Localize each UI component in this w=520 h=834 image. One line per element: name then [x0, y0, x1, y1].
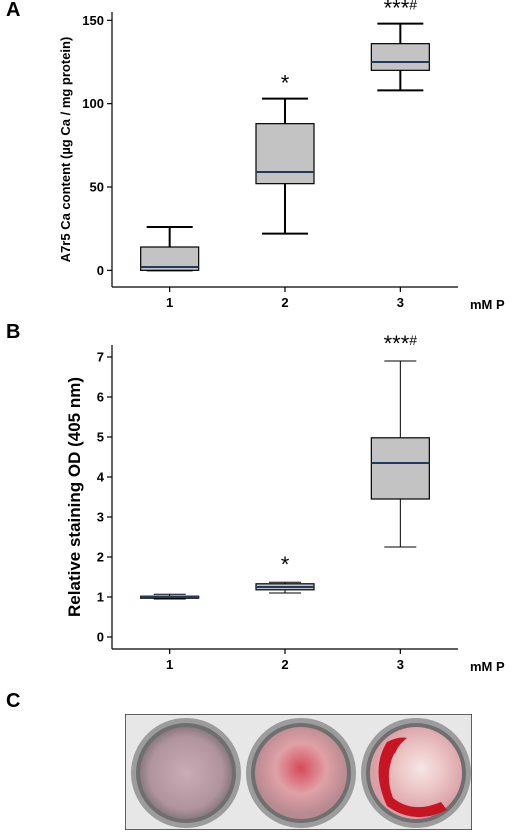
panel-b-letter: B [6, 321, 21, 343]
box-iqr [255, 123, 315, 185]
y-tick-label: 1 [97, 590, 104, 605]
y-tick-label: 2 [97, 550, 104, 565]
box-group-2 [255, 581, 315, 594]
x-axis-unit-label: mM P [470, 297, 505, 310]
chart-b: 0 1 2 3 4 5 6 7 1 2 3 mM P Relative staining OD (405… [65, 331, 505, 674]
panel-c-letter: C [6, 690, 21, 712]
well-1 [131, 718, 241, 828]
well-3 [361, 718, 471, 828]
box-iqr [370, 43, 430, 71]
box-group-3 [370, 360, 430, 548]
chart-a: 0 50 100 150 1 2 3 mM P A7r5 Ca content (µg Ca /… [58, 0, 505, 310]
x-tick-label: 1 [166, 657, 173, 672]
box-iqr [370, 437, 430, 500]
y-tick-label: 150 [82, 13, 104, 28]
significance-stars: * [281, 552, 290, 577]
well-2 [246, 718, 356, 828]
y-tick-label: 0 [97, 630, 104, 645]
x-tick-label: 3 [397, 295, 404, 310]
significance-stars: *** [384, 0, 410, 21]
box-group-3 [370, 22, 430, 92]
significance-label: * [281, 71, 290, 96]
y-tick-label: 0 [97, 263, 104, 278]
x-axis-unit-label: mM P [470, 659, 505, 674]
y-tick-label: 5 [97, 430, 104, 445]
y-tick-label: 6 [97, 390, 104, 405]
significance-label: * [281, 552, 290, 577]
y-axis-title: A7r5 Ca content (µg Ca / mg protein) [58, 37, 73, 263]
x-tick-label: 2 [281, 657, 288, 672]
x-tick-label: 2 [281, 295, 288, 310]
panel-a-letter: A [6, 0, 21, 21]
box-group-1 [140, 593, 200, 600]
significance-stars: *** [384, 331, 410, 356]
x-tick-label: 3 [397, 657, 404, 672]
significance-hash: # [409, 332, 417, 348]
x-tick-label: 1 [166, 295, 173, 310]
significance-stars: * [281, 71, 290, 96]
y-axis-title: Relative staining OD (405 nm) [65, 377, 84, 617]
significance-hash: # [409, 0, 417, 13]
y-tick-label: 4 [97, 470, 105, 485]
box-iqr [140, 246, 200, 271]
significance-label: ***# [384, 0, 418, 21]
y-tick-label: 7 [97, 350, 104, 365]
box-group-2 [255, 97, 315, 235]
y-tick-label: 50 [90, 180, 104, 195]
culture-plate-photo [125, 714, 472, 830]
y-tick-label: 100 [82, 96, 104, 111]
significance-label: ***# [384, 331, 418, 356]
box-group-1 [140, 226, 200, 272]
y-tick-label: 3 [97, 510, 104, 525]
